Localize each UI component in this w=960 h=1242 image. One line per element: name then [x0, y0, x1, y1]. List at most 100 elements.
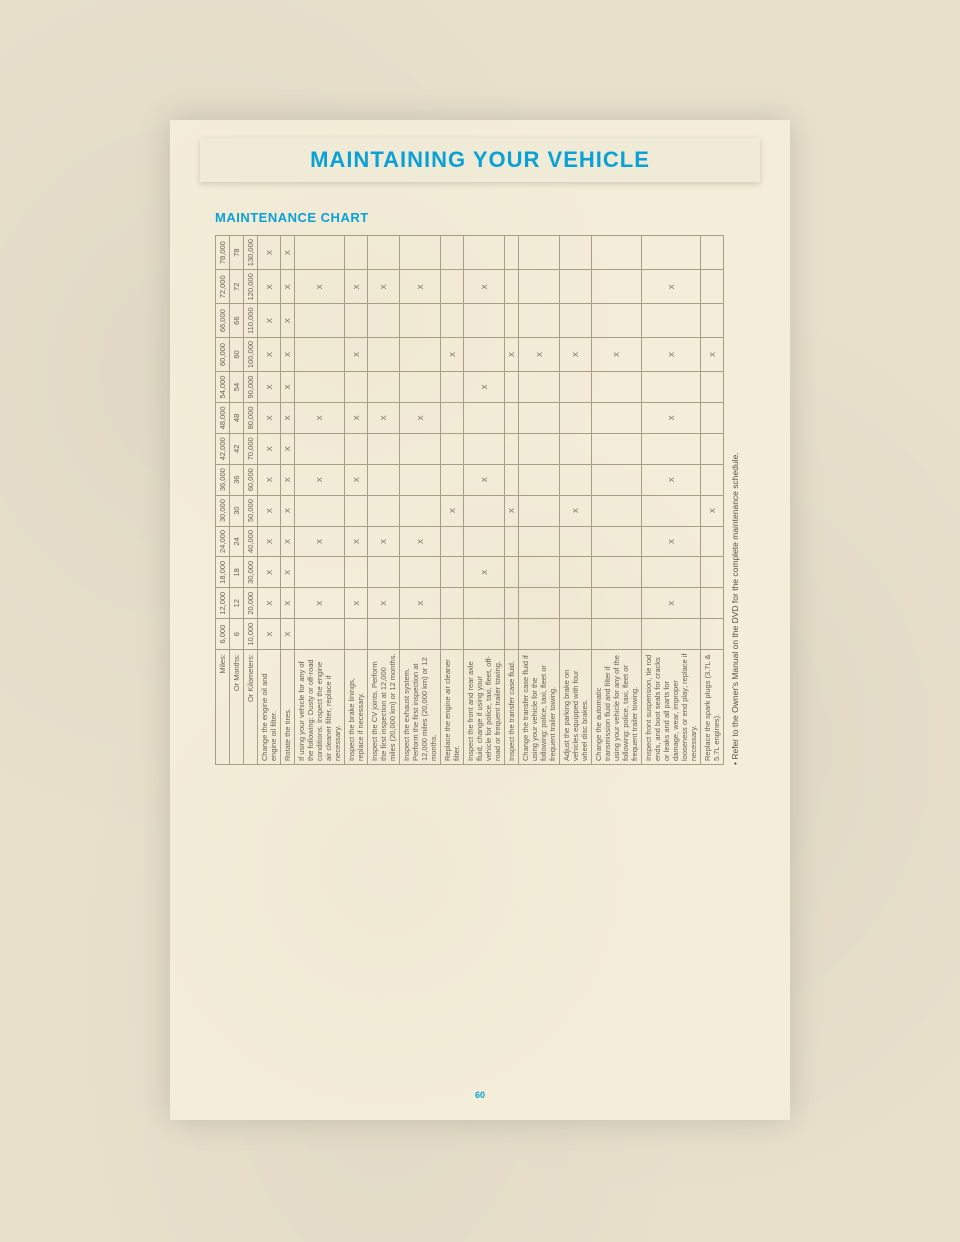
maintenance-mark-cell [295, 433, 345, 464]
maintenance-mark-cell [441, 433, 464, 464]
maintenance-mark-cell: X [258, 270, 281, 304]
maintenance-mark-cell: X [345, 402, 368, 433]
maintenance-mark-cell: X [281, 337, 295, 371]
maintenance-mark-cell [519, 588, 560, 619]
table-row: Inspect the CV joints. Perform the first… [368, 236, 400, 765]
maintenance-mark-cell [592, 372, 642, 403]
maintenance-mark-cell [464, 588, 505, 619]
table-row: Change the transfer case fluid if using … [519, 236, 560, 765]
interval-header-cell: 60,000 [216, 337, 230, 371]
maintenance-mark-cell [368, 464, 400, 495]
maintenance-mark-cell [701, 588, 724, 619]
interval-header-cell: 66 [230, 304, 244, 338]
maintenance-mark-cell [560, 464, 592, 495]
interval-header-cell: 54,000 [216, 372, 230, 403]
maintenance-mark-cell: X [295, 526, 345, 557]
maintenance-mark-cell: X [642, 337, 701, 371]
interval-header-cell: 100,000 [244, 337, 258, 371]
maintenance-mark-cell: X [258, 588, 281, 619]
maintenance-mark-cell: X [368, 402, 400, 433]
maintenance-mark-cell [345, 372, 368, 403]
table-row: Rotate the tires.XXXXXXXXXXXXX [281, 236, 295, 765]
maintenance-mark-cell [519, 526, 560, 557]
maintenance-mark-cell: X [701, 337, 724, 371]
interval-row-label: Miles: [216, 650, 230, 765]
interval-header-cell: 120,000 [244, 270, 258, 304]
maintenance-mark-cell [701, 433, 724, 464]
maintenance-item-label: Inspect the transfer case fluid. [505, 650, 519, 765]
table-row: Inspect the front and rear axle fluid, c… [464, 236, 505, 765]
maintenance-mark-cell [701, 236, 724, 270]
maintenance-mark-cell [642, 304, 701, 338]
maintenance-mark-cell [400, 304, 441, 338]
maintenance-mark-cell: X [519, 337, 560, 371]
table-row: If using your vehicle for any of the fol… [295, 236, 345, 765]
interval-header-cell: 66,000 [216, 304, 230, 338]
page-number: 60 [475, 1090, 485, 1100]
maintenance-item-label: Inspect the brake linings, replace if ne… [345, 650, 368, 765]
table-row: Change the automatic transmission fluid … [592, 236, 642, 765]
maintenance-mark-cell: X [345, 464, 368, 495]
maintenance-mark-cell [701, 304, 724, 338]
maintenance-mark-cell: X [464, 464, 505, 495]
maintenance-mark-cell [642, 372, 701, 403]
maintenance-mark-cell: X [258, 337, 281, 371]
interval-header-cell: 48,000 [216, 402, 230, 433]
maintenance-mark-cell: X [295, 588, 345, 619]
maintenance-mark-cell [701, 402, 724, 433]
maintenance-mark-cell [295, 304, 345, 338]
maintenance-mark-cell: X [345, 526, 368, 557]
manual-page: MAINTAINING YOUR VEHICLE MAINTENANCE CHA… [170, 120, 790, 1120]
maintenance-chart-wrap: Miles:6,00012,00018,00024,00030,00036,00… [215, 235, 745, 760]
table-row: Change the engine oil and engine oil fil… [258, 236, 281, 765]
maintenance-mark-cell [592, 402, 642, 433]
interval-header-cell: 70,000 [244, 433, 258, 464]
interval-header-cell: 18 [230, 557, 244, 588]
maintenance-mark-cell: X [400, 402, 441, 433]
maintenance-mark-cell [295, 372, 345, 403]
interval-header-cell: 50,000 [244, 495, 258, 526]
maintenance-mark-cell [464, 495, 505, 526]
maintenance-mark-cell [368, 557, 400, 588]
maintenance-mark-cell [519, 304, 560, 338]
interval-header-cell: 78 [230, 236, 244, 270]
maintenance-mark-cell [295, 337, 345, 371]
maintenance-mark-cell [701, 270, 724, 304]
maintenance-mark-cell: X [368, 270, 400, 304]
maintenance-mark-cell: X [642, 270, 701, 304]
maintenance-mark-cell [505, 526, 519, 557]
interval-header-cell: 6,000 [216, 619, 230, 650]
maintenance-mark-cell: X [258, 526, 281, 557]
maintenance-mark-cell [441, 526, 464, 557]
maintenance-mark-cell: X [400, 588, 441, 619]
maintenance-mark-cell [560, 236, 592, 270]
maintenance-mark-cell [505, 402, 519, 433]
maintenance-mark-cell [592, 270, 642, 304]
footnote: • Refer to the Owner's Manual on the DVD… [730, 235, 740, 765]
maintenance-mark-cell [560, 588, 592, 619]
maintenance-mark-cell: X [258, 402, 281, 433]
maintenance-item-label: Inspect the front and rear axle fluid, c… [464, 650, 505, 765]
maintenance-mark-cell [560, 526, 592, 557]
interval-header-cell: 48 [230, 402, 244, 433]
maintenance-mark-cell [464, 337, 505, 371]
maintenance-mark-cell: X [560, 495, 592, 526]
maintenance-mark-cell [441, 304, 464, 338]
maintenance-mark-cell: X [281, 433, 295, 464]
maintenance-mark-cell [560, 372, 592, 403]
interval-header-cell: 30,000 [216, 495, 230, 526]
maintenance-mark-cell: X [258, 433, 281, 464]
maintenance-mark-cell [560, 619, 592, 650]
maintenance-mark-cell: X [281, 526, 295, 557]
table-row: Inspect the transfer case fluid.XX [505, 236, 519, 765]
table-row: Inspect the brake linings, replace if ne… [345, 236, 368, 765]
maintenance-mark-cell [345, 557, 368, 588]
interval-header-cell: 72 [230, 270, 244, 304]
maintenance-mark-cell: X [464, 372, 505, 403]
maintenance-mark-cell [519, 236, 560, 270]
interval-header-cell: 6 [230, 619, 244, 650]
maintenance-mark-cell [519, 433, 560, 464]
maintenance-mark-cell [368, 495, 400, 526]
interval-header-cell: 42,000 [216, 433, 230, 464]
interval-header-cell: 72,000 [216, 270, 230, 304]
